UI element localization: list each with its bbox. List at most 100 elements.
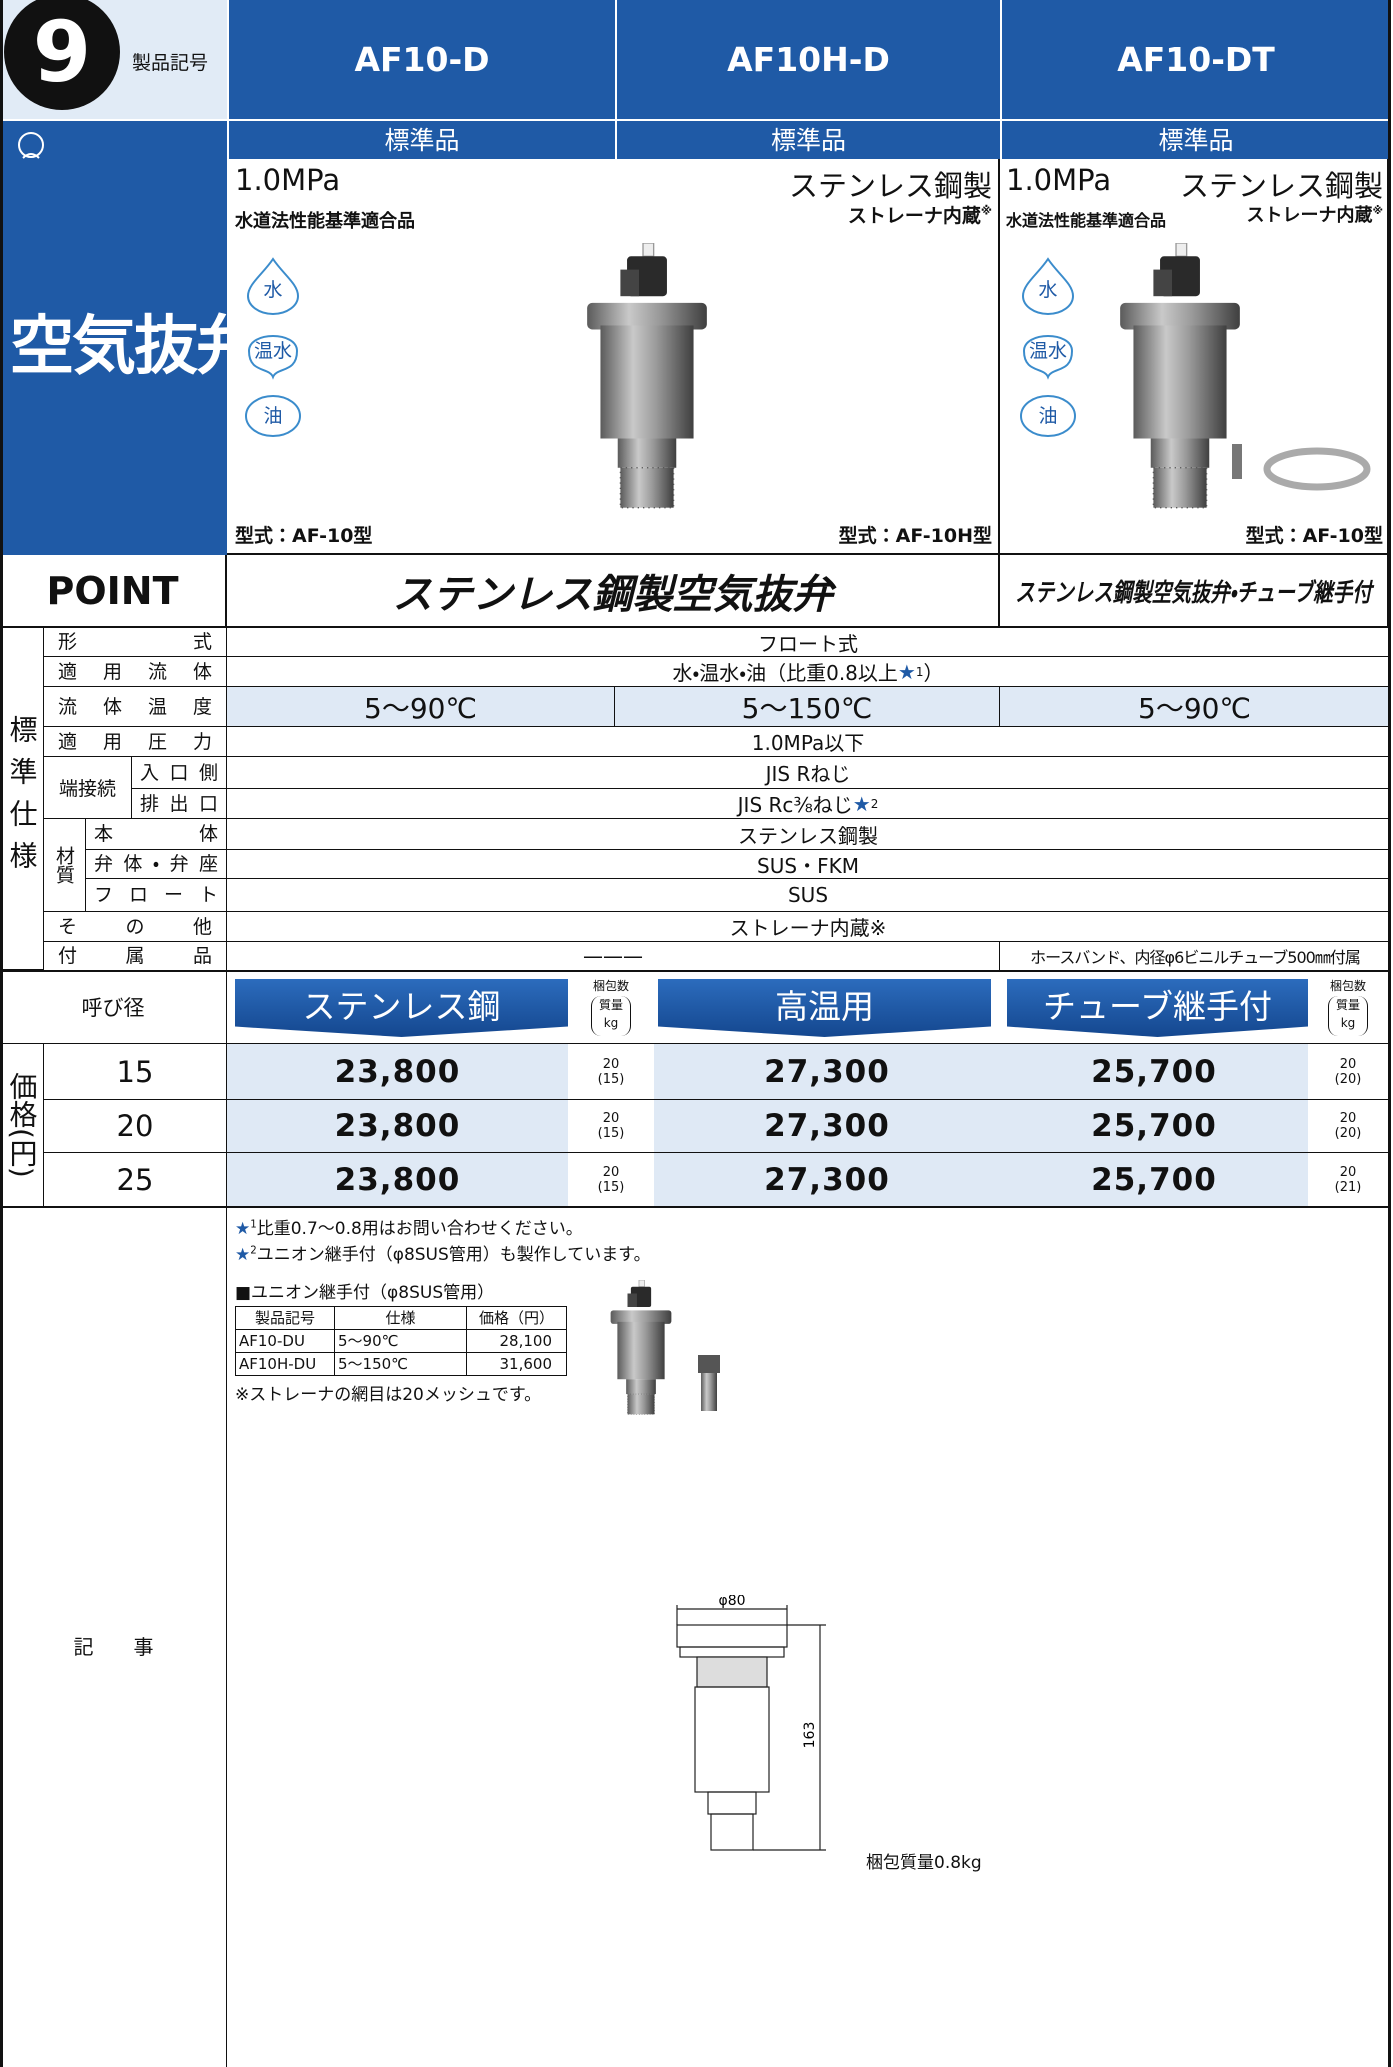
spec-label: 排出口 (132, 789, 227, 819)
union-header: 仕様 (334, 1306, 467, 1330)
category-title: 空気抜弁 (10, 310, 260, 384)
price: 27,300 (654, 1153, 1000, 1207)
model-code: AF10H-D (615, 0, 1000, 119)
pack-value: 20 (1339, 1164, 1357, 1180)
pack-value: (20) (1334, 1071, 1362, 1087)
pack-value: (21) (1334, 1179, 1362, 1195)
price: 23,800 (227, 1153, 568, 1207)
product-panel: 1.0MPa ステンレス鋼製 水道法性能基準適合品 ストレーナ内蔵※ 水 温水 … (227, 159, 1000, 555)
rule (0, 1206, 1390, 1208)
price: 23,800 (227, 1044, 568, 1100)
strainer-text: ストレーナ内蔵 (847, 205, 981, 227)
note-ref: 1 (915, 664, 924, 679)
note-mark: ※ (980, 203, 992, 218)
price: 27,300 (654, 1044, 1000, 1100)
value-text: SUS・FKM (757, 853, 859, 878)
price: 25,700 (1000, 1044, 1308, 1100)
logo (18, 132, 44, 159)
spec-value: ホースバンド、内径φ6ビニルチューブ500㎜付属 (1000, 942, 1390, 971)
value-text: ステンレス鋼製 (738, 823, 878, 848)
column-banner: ステンレス鋼 (235, 979, 568, 1037)
value-text: フロート式 (758, 631, 858, 656)
value-text: 水・温水・油（比重0.8以上 (672, 661, 898, 685)
model-code: AF10-DT (1000, 0, 1390, 119)
fluid: 水 (1038, 279, 1057, 301)
pack-label: 梱包数 (1329, 979, 1366, 993)
union-cell: AF10H-DU (235, 1352, 335, 1376)
header-bar (227, 0, 1390, 119)
model-code: AF10-D (227, 0, 615, 119)
price: 23,800 (227, 1100, 568, 1153)
spec-value: ストレーナ内蔵※ (227, 912, 1390, 942)
value-text: JIS Rc⅜ねじ (737, 793, 853, 817)
spec-label: 適用圧力 (44, 727, 227, 757)
pack: 20 (20) (1308, 1100, 1388, 1153)
spec-group-label: 材質 (44, 819, 86, 912)
fluid: 温水 (254, 340, 292, 362)
union-cell: 5〜150℃ (334, 1352, 467, 1376)
fluid: 油 (263, 405, 282, 427)
spec-label: フロート (86, 879, 227, 912)
note: ★1比重0.7〜0.8用はお問い合わせください。 (235, 1214, 1135, 1240)
point-text: ステンレス鋼製空気抜弁・チューブ継手付 (1015, 577, 1372, 607)
value-text: SUS (787, 883, 829, 907)
model-type: 型式：AF-10型 (1245, 525, 1383, 547)
union-cell: 28,100 (466, 1329, 567, 1353)
dimension-drawing: φ80 163 (676, 1595, 826, 1851)
union-cell: 5〜90℃ (334, 1329, 467, 1353)
pack-value: (20) (1334, 1126, 1362, 1141)
spec-label: その他 (44, 912, 227, 942)
grade-bar (0, 119, 1390, 159)
union-cell: AF10-DU (235, 1329, 335, 1353)
star: ★ (897, 659, 916, 684)
size-label: 呼び径 (0, 971, 227, 1044)
rule (226, 1207, 227, 2067)
dimension-height: 163 (802, 1722, 818, 1749)
union-photo (610, 1280, 720, 1415)
note-mark: ※ (1372, 204, 1384, 217)
pack-value: 20 (1339, 1056, 1357, 1072)
category-panel (0, 159, 227, 555)
price: 25,700 (1000, 1100, 1308, 1153)
note-ref: 2 (250, 1245, 257, 1257)
value-close: ） (923, 661, 944, 685)
strainer: ストレーナ内蔵※ (1247, 201, 1384, 227)
column-banner: チューブ継手付 (1007, 979, 1308, 1037)
spec-value: 5〜150℃ (615, 687, 1000, 727)
grade: 標準品 (1000, 119, 1390, 159)
pack-label: kg (1340, 1016, 1356, 1030)
union-title: ■ユニオン継手付（φ8SUS管用） (235, 1283, 495, 1303)
column-banner: 高温用 (658, 979, 991, 1037)
pack-label: kg (603, 1016, 619, 1030)
dimension-width: φ80 (718, 1595, 745, 1609)
package-weight: 梱包質量0.8kg (866, 1853, 982, 1873)
spec-value: 1.0MPa以下 (227, 727, 1390, 757)
spec-label: 流体温度 (44, 687, 227, 727)
material: ステンレス鋼製 (788, 169, 992, 203)
pack: 20 (15) (568, 1044, 654, 1100)
fluid: 油 (1038, 405, 1057, 427)
spec-value: JIS Rねじ (227, 757, 1390, 789)
size: 20 (44, 1100, 227, 1153)
fluid-icons: 水 温水 油 (245, 258, 301, 437)
grade: 標準品 (615, 119, 1000, 159)
spec-value: SUS・FKM (227, 850, 1390, 879)
spec-label: 適用流体 (44, 657, 227, 687)
note: ★2ユニオン継手付（φ8SUS管用）も製作しています。 (235, 1240, 1135, 1266)
spec-group-label: 端接続 (44, 757, 132, 819)
pack-value: 20 (602, 1164, 620, 1180)
union-cell: 31,600 (466, 1352, 567, 1376)
pack-value: 20 (602, 1111, 620, 1126)
pack-value: (15) (597, 1071, 625, 1087)
pack-paren: 質量 kg (1328, 996, 1368, 1036)
note-text: ユニオン継手付（φ8SUS管用）も製作しています。 (256, 1245, 651, 1265)
spec-value: ——— (227, 942, 1000, 971)
spec-value: 5〜90℃ (1000, 687, 1390, 727)
value-text: ストレーナ内蔵※ (729, 916, 887, 940)
pack-value: (15) (597, 1179, 625, 1195)
point-label: POINT (0, 555, 227, 628)
pack: 20 (15) (568, 1100, 654, 1153)
pack: 20 (15) (568, 1153, 654, 1207)
